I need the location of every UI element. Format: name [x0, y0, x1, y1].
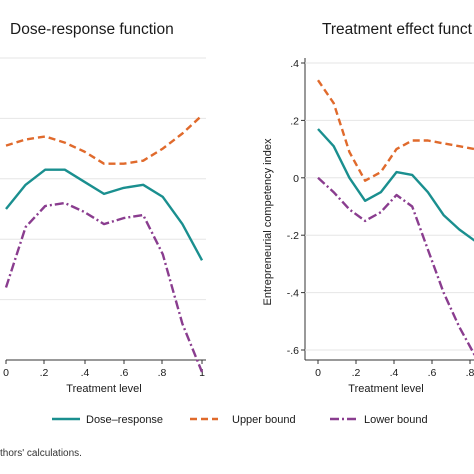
series-line-right-dose-response [317, 128, 474, 242]
y-tick-label-right: .4 [290, 58, 299, 70]
legend-label-dose-response: Dose–response [86, 414, 163, 426]
y-tick-label-right: 0 [293, 173, 299, 185]
grid-right [305, 62, 474, 351]
y-ticks-right: .4 .2 0 -.2 -.4 -.6 [287, 58, 305, 357]
x-tick-label-left: .2 [40, 367, 49, 379]
x-ticks-right: 0 .2 .4 .6 .8 [315, 360, 474, 379]
series-line-left-upper-bound [5, 114, 203, 165]
panel-treatment-effect: Treatment effect funct Entrepreneurial c… [262, 21, 474, 395]
x-tick-label-left: .4 [81, 367, 90, 379]
y-tick-label-right: -.6 [287, 345, 299, 357]
series-line-left-lower-bound [4, 201, 204, 373]
x-tick-label-left: 0 [3, 367, 9, 379]
x-ticks-left: 0 .2 .4 .6 .8 1 [3, 360, 205, 379]
series-line-right-lower-bound [317, 176, 474, 357]
panel-title-left: Dose-response function [10, 21, 174, 38]
series-line-right-upper-bound [317, 79, 474, 182]
x-tick-label-right: .6 [428, 367, 437, 379]
source-note: thors' calculations. [0, 448, 82, 459]
legend-label-upper-bound: Upper bound [232, 414, 296, 426]
y-axis-label-right: Entrepreneurial competency index [262, 138, 274, 305]
x-tick-label-right: .4 [390, 367, 399, 379]
x-axis-label-left: Treatment level [66, 383, 141, 395]
x-tick-label-left: .6 [120, 367, 129, 379]
x-tick-label-right: .2 [352, 367, 361, 379]
x-tick-label-left: .8 [158, 367, 167, 379]
series-line-left-dose-response [5, 168, 204, 261]
y-tick-label-right: -.2 [287, 230, 299, 242]
y-tick-label-right: -.4 [287, 288, 299, 300]
x-tick-label-left: 1 [199, 367, 205, 379]
x-tick-label-right: .8 [466, 367, 474, 379]
x-axis-label-right: Treatment level [348, 383, 423, 395]
x-tick-label-right: 0 [315, 367, 321, 379]
legend-label-lower-bound: Lower bound [364, 414, 428, 426]
legend: Dose–response Upper bound Lower bound [52, 414, 428, 426]
grid-left [0, 57, 206, 301]
panel-dose-response: Dose-response function 0 .2 .4 .6 .8 1 Treatm… [0, 21, 206, 395]
lines-right [317, 79, 474, 357]
panel-title-right: Treatment effect funct [322, 21, 473, 38]
lines-left [4, 114, 204, 373]
y-tick-label-right: .2 [290, 115, 299, 127]
